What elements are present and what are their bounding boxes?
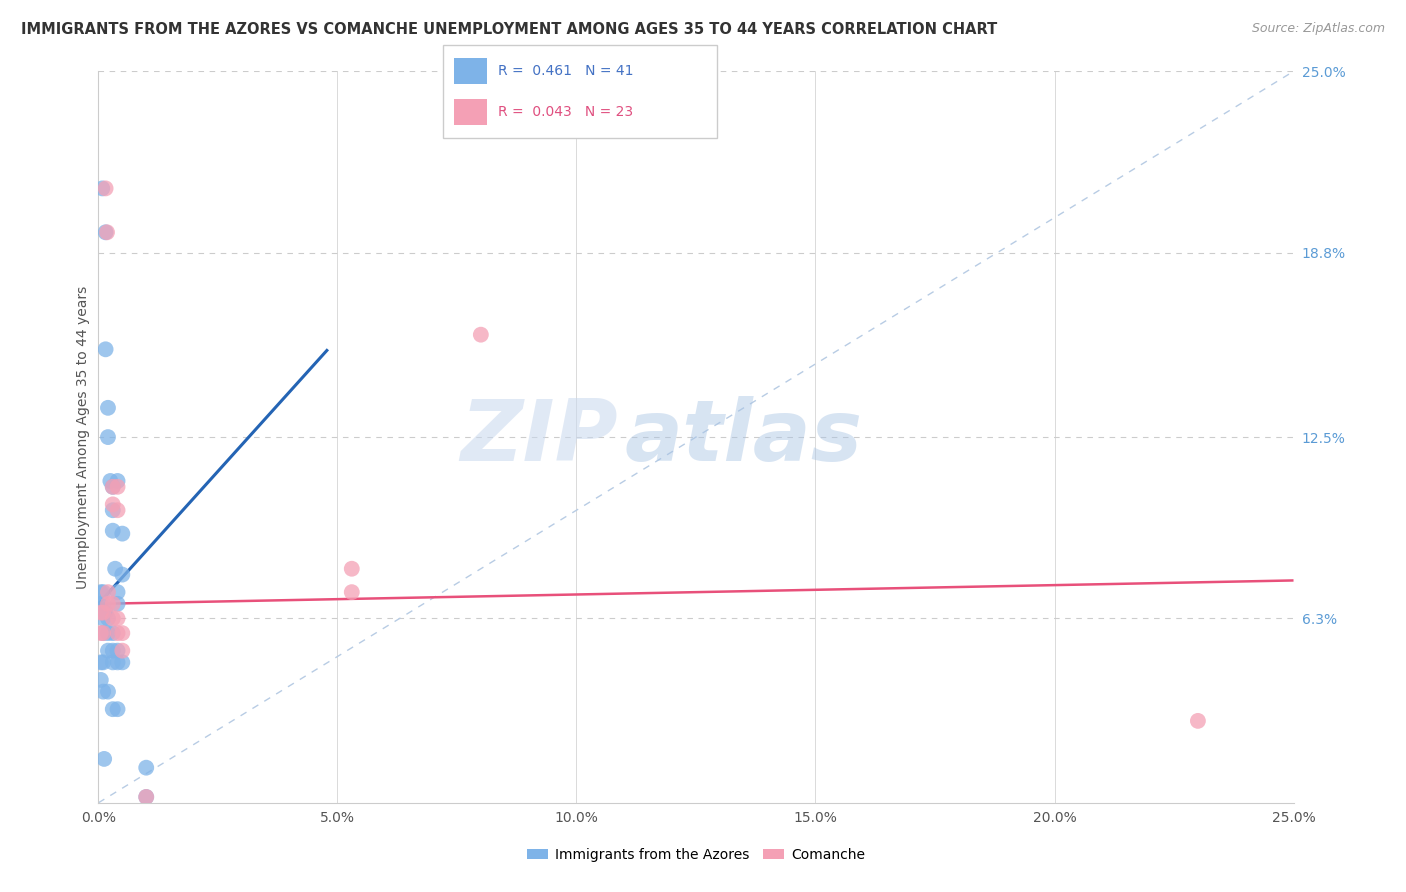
Point [91,626,114,640]
Point [97,585,120,599]
Point [94,225,117,239]
Point [97,401,120,415]
Point [91,611,114,625]
Point [97,626,120,640]
Point [104,562,127,576]
Point [93,752,115,766]
Point [90,585,112,599]
Point [97,597,120,611]
Point [111,643,134,657]
Text: R =  0.043   N = 23: R = 0.043 N = 23 [498,105,633,119]
Point [94,181,117,195]
Point [90,626,112,640]
Y-axis label: Unemployment Among Ages 35 to 44 years: Unemployment Among Ages 35 to 44 years [76,285,90,589]
Text: IMMIGRANTS FROM THE AZORES VS COMANCHE UNEMPLOYMENT AMONG AGES 35 TO 44 YEARS CO: IMMIGRANTS FROM THE AZORES VS COMANCHE U… [21,22,997,37]
Point [101,643,124,657]
Point [107,597,129,611]
Point [1187,714,1209,728]
Point [107,611,129,625]
Point [91,626,114,640]
Point [340,585,363,599]
Point [91,684,114,698]
Point [101,524,124,538]
Point [101,480,124,494]
Point [101,480,124,494]
Text: R =  0.461   N = 41: R = 0.461 N = 41 [498,64,633,78]
Point [111,526,134,541]
Point [107,626,129,640]
Point [90,656,112,670]
Point [101,497,124,511]
Point [470,327,492,342]
Point [101,702,124,716]
Point [107,480,129,494]
Point [94,343,117,357]
Point [107,474,129,488]
Point [111,567,134,582]
Point [91,597,114,611]
Point [107,702,129,716]
Point [97,643,120,657]
Point [90,606,112,620]
Point [97,684,120,698]
Point [107,656,129,670]
Legend: Immigrants from the Azores, Comanche: Immigrants from the Azores, Comanche [527,847,865,862]
Point [96,225,118,239]
Point [90,673,112,687]
Point [94,606,117,620]
Point [135,761,157,775]
Point [135,789,157,804]
Point [97,611,120,625]
Point [91,585,114,599]
Point [90,597,112,611]
Point [98,474,122,488]
Point [340,562,363,576]
Bar [454,58,486,84]
Point [107,585,129,599]
Point [97,430,120,444]
Text: atlas: atlas [624,395,862,479]
Point [135,789,157,804]
Point [91,606,114,620]
Point [101,626,124,640]
Text: ZIP: ZIP [461,395,619,479]
Point [111,626,134,640]
Bar [454,99,486,125]
Point [107,503,129,517]
Point [91,181,114,195]
Point [107,643,129,657]
Point [101,656,124,670]
Point [91,656,114,670]
Point [101,503,124,517]
FancyBboxPatch shape [443,45,717,138]
Point [101,611,124,625]
Point [101,597,124,611]
Text: Source: ZipAtlas.com: Source: ZipAtlas.com [1251,22,1385,36]
Point [111,656,134,670]
